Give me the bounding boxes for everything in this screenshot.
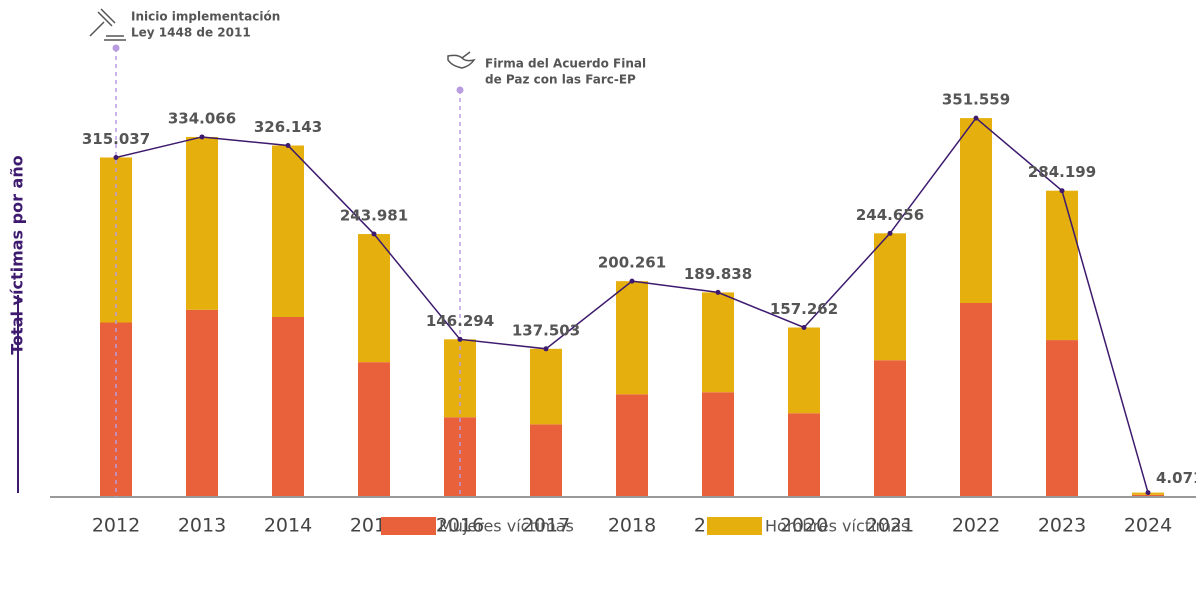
- x-tick-label: 2017: [522, 515, 570, 537]
- x-tick-label: 2023: [1038, 515, 1086, 537]
- bar-segment: [272, 317, 304, 497]
- bar-segment: [702, 292, 734, 393]
- bar-segment: [960, 303, 992, 497]
- x-tick-label: 2024: [1124, 515, 1172, 537]
- total-point: [113, 154, 119, 160]
- bar-segment: [358, 362, 390, 497]
- value-label: 244.656: [856, 206, 924, 224]
- total-point: [199, 134, 205, 140]
- total-point: [973, 115, 979, 121]
- total-point: [887, 230, 893, 236]
- bar-segment: [272, 145, 304, 318]
- legend-swatch: [381, 517, 436, 535]
- value-label: 157.262: [770, 300, 838, 318]
- x-tick-label: 2012: [92, 515, 140, 537]
- bar-segment: [874, 360, 906, 497]
- total-point: [801, 325, 807, 331]
- annotation-text: de Paz con las Farc-EP: [485, 73, 636, 87]
- bar-segment: [1132, 494, 1164, 497]
- total-point: [1145, 490, 1151, 496]
- value-label: 200.261: [598, 254, 666, 272]
- x-tick-label: 2014: [264, 515, 312, 537]
- total-point: [1059, 188, 1065, 194]
- bar-segment: [1046, 340, 1078, 497]
- value-label: 189.838: [684, 265, 752, 283]
- bar-segment: [186, 309, 218, 497]
- value-label: 334.066: [168, 109, 236, 127]
- bar-segment: [616, 281, 648, 395]
- value-label: 146.294: [426, 312, 494, 330]
- legend-label: Mujeres víctimas: [439, 517, 574, 536]
- value-label: 351.559: [942, 91, 1010, 109]
- y-axis-label: Total víctimas por año: [8, 155, 27, 354]
- total-point: [543, 346, 549, 352]
- legend-label: Hombres víctimas: [765, 517, 909, 536]
- value-label: 315.037: [82, 130, 150, 148]
- annotation-text: Inicio implementación: [131, 10, 280, 24]
- bar-segment: [702, 392, 734, 497]
- total-point: [371, 231, 377, 237]
- bar-segment: [358, 234, 390, 363]
- value-label: 243.981: [340, 207, 408, 225]
- x-tick-label: 2018: [608, 515, 656, 537]
- bar-segment: [788, 413, 820, 497]
- value-label: 326.143: [254, 118, 322, 136]
- bar-segment: [788, 327, 820, 414]
- gavel-icon: [89, 8, 126, 41]
- value-label: 137.503: [512, 321, 580, 339]
- value-label: 284.199: [1028, 163, 1096, 181]
- annotation-dot: [112, 44, 120, 52]
- bar-segment: [530, 424, 562, 497]
- x-tick-label: 2021: [866, 515, 914, 537]
- bar-segment: [186, 136, 218, 310]
- x-tick-label: 2022: [952, 515, 1000, 537]
- annotation-text: Firma del Acuerdo Final: [485, 57, 646, 71]
- total-point: [715, 289, 721, 295]
- bar-segment: [616, 394, 648, 497]
- total-point: [285, 142, 291, 148]
- total-point: [629, 278, 635, 284]
- value-label: 4.071: [1156, 469, 1196, 487]
- bar-segment: [874, 233, 906, 361]
- x-tick-label: 2016: [436, 515, 484, 537]
- annotation-text: Ley 1448 de 2011: [131, 26, 251, 40]
- x-tick-label: 2020: [780, 515, 828, 537]
- bar-segment: [1046, 190, 1078, 341]
- bar-segment: [530, 348, 562, 425]
- annotation-dot: [456, 86, 464, 94]
- bar-segment: [960, 118, 992, 303]
- legend-swatch: [707, 517, 762, 535]
- x-tick-label: 2013: [178, 515, 226, 537]
- total-point: [457, 336, 463, 342]
- dove-icon: [447, 51, 476, 69]
